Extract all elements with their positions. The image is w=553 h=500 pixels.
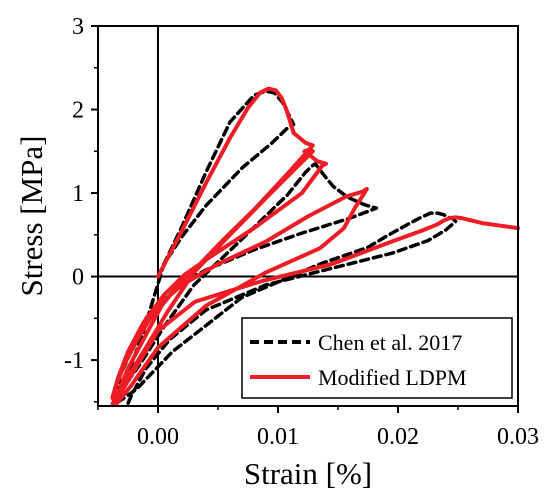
x-tick-label-0: 0.00 [137, 424, 179, 450]
series-line-0 [116, 89, 458, 406]
y-tick-label-3: 2 [72, 98, 84, 124]
legend-label-ldpm: Modified LDPM [318, 365, 467, 390]
legend-box [241, 317, 513, 399]
y-tick-label-1: 0 [72, 265, 84, 291]
y-tick-label-2: 1 [72, 181, 84, 207]
axis-ticks [91, 25, 519, 413]
x-tick-label-1: 0.01 [257, 424, 299, 450]
plot-frame [97, 25, 519, 407]
reference-lines [98, 26, 518, 406]
x-tick-label-3: 0.03 [497, 424, 539, 450]
x-tick-label-2: 0.02 [377, 424, 419, 450]
y-tick-label-4: 3 [72, 14, 84, 40]
legend: Chen et al. 2017 Modified LDPM [241, 317, 513, 399]
y-axis-title: Stress [MPa] [14, 135, 49, 296]
legend-label-chen: Chen et al. 2017 [318, 330, 462, 355]
y-tick-label-0: -1 [64, 348, 84, 374]
x-axis-title: Strain [%] [244, 456, 372, 491]
series-line-1 [110, 86, 520, 407]
tick-labels: 0.00 0.01 0.02 0.03 -1 0 1 2 3 [64, 14, 539, 450]
series-layer [110, 86, 520, 407]
